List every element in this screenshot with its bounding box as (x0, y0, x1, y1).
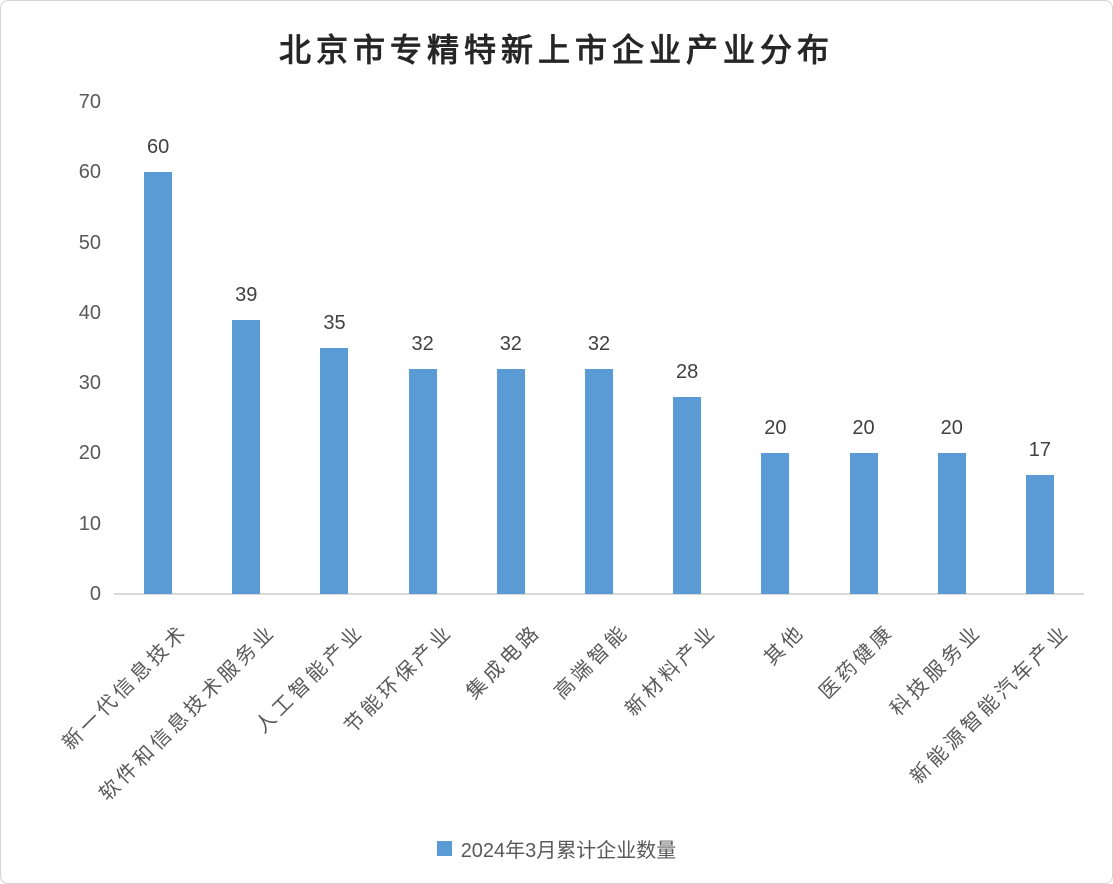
bar-value-label: 20 (940, 417, 963, 440)
bar-8 (849, 453, 878, 594)
bar-4 (496, 369, 525, 594)
x-axis-line (114, 593, 1084, 595)
legend-series-label: 2024年3月累计企业数量 (460, 840, 677, 862)
bar-value-label: 35 (323, 312, 346, 334)
bar-value-label: 32 (411, 333, 434, 356)
bar-7 (761, 453, 790, 594)
x-axis-category-label: 其他 (760, 620, 811, 670)
bar-10 (1025, 474, 1054, 594)
bar-value-label: 17 (1028, 438, 1052, 461)
legend-swatch-icon (436, 841, 452, 856)
bar-2 (320, 348, 349, 594)
bar-6 (673, 397, 702, 594)
y-axis-tick-label: 70 (78, 91, 101, 113)
legend: 2024年3月累计企业数量 (1, 834, 1112, 863)
bar-3 (408, 369, 437, 594)
bar-value-label: 39 (235, 283, 258, 306)
bar-value-label: 32 (499, 333, 522, 356)
x-axis-category-label: 集成电路 (462, 620, 546, 704)
bar-1 (232, 319, 261, 594)
x-axis-category-label: 新材料产业 (621, 620, 722, 721)
chart-title: 北京市专精特新上市企业产业分布 (278, 32, 834, 68)
bar-9 (937, 453, 966, 594)
y-axis-tick-label: 20 (78, 442, 101, 465)
x-axis-category-label: 高端智能 (550, 620, 634, 704)
bar-value-label: 28 (676, 361, 699, 384)
x-axis-category-label: 新能源智能汽车产业 (906, 620, 1075, 789)
y-axis-tick-label: 60 (78, 161, 101, 184)
bar-value-label: 60 (146, 136, 170, 159)
y-axis-tick-label: 10 (78, 512, 101, 535)
bar-value-label: 20 (852, 417, 875, 440)
y-axis-tick-label: 40 (78, 301, 101, 324)
bar-value-label: 20 (764, 417, 787, 440)
x-axis-category-label: 医药健康 (814, 620, 899, 704)
y-axis-tick-label: 0 (89, 583, 101, 605)
y-axis-tick-label: 50 (78, 231, 101, 254)
y-axis-tick-label: 30 (78, 372, 101, 395)
bar-0 (144, 172, 173, 594)
bar-value-label: 32 (587, 333, 611, 356)
bar-5 (585, 369, 613, 594)
